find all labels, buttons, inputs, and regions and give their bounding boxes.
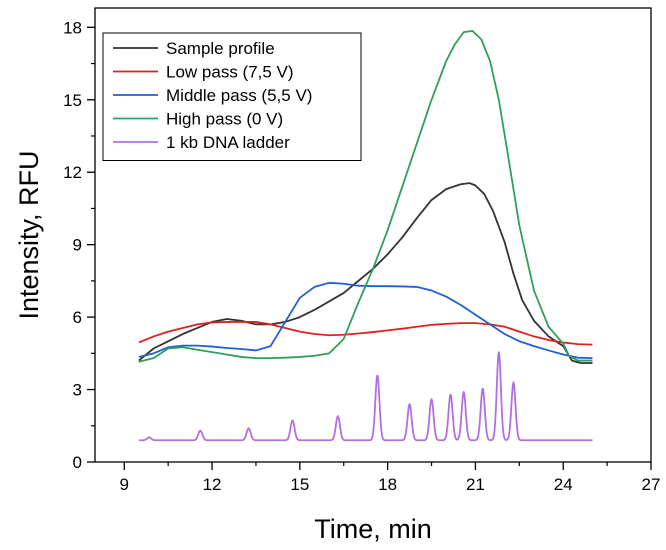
legend-box xyxy=(102,32,362,161)
x-tick-label: 9 xyxy=(120,475,129,494)
series-line-sample-profile xyxy=(138,182,593,364)
plot-frame xyxy=(94,7,652,463)
x-tick-label: 18 xyxy=(378,475,397,494)
y-axis: 0 3 6 9 12 15 18 xyxy=(63,18,95,472)
y-tick-label: 15 xyxy=(63,91,82,110)
x-tick-label: 24 xyxy=(554,475,573,494)
x-axis: 9 12 15 18 21 24 27 xyxy=(120,462,661,494)
y-tick-label: 18 xyxy=(63,18,82,37)
y-tick-label: 6 xyxy=(73,308,82,327)
legend-label-sample-profile: Sample profile xyxy=(166,39,275,58)
y-tick-label: 3 xyxy=(73,381,82,400)
y-tick-label: 0 xyxy=(73,453,82,472)
series-line-low-pass-7-5-v xyxy=(138,321,593,346)
series-line-1-kb-dna-ladder xyxy=(138,351,593,442)
legend: Sample profile Low pass (7,5 V) Middle pas… xyxy=(102,32,362,161)
y-tick-label: 9 xyxy=(73,236,82,255)
legend-label-low-pass-7-5-v: Low pass (7,5 V) xyxy=(166,63,294,82)
plot-area xyxy=(94,7,652,463)
x-tick-label: 15 xyxy=(290,475,309,494)
series-line-high-pass-0-v xyxy=(138,30,593,363)
legend-label-1-kb-dna-ladder: 1 kb DNA ladder xyxy=(166,133,290,152)
legend-label-middle-pass-5-5-v: Middle pass (5,5 V) xyxy=(166,86,312,105)
legend-label-high-pass-0-v: High pass (0 V) xyxy=(166,110,283,129)
x-tick-label: 21 xyxy=(466,475,485,494)
x-axis-title: Time, min xyxy=(314,514,432,544)
y-tick-label: 12 xyxy=(63,163,82,182)
y-axis-title: Intensity, RFU xyxy=(14,150,44,319)
series-line-middle-pass-5-5-v xyxy=(138,281,593,360)
x-tick-label: 27 xyxy=(642,475,661,494)
series-layer xyxy=(138,30,593,442)
x-tick-label: 12 xyxy=(203,475,222,494)
